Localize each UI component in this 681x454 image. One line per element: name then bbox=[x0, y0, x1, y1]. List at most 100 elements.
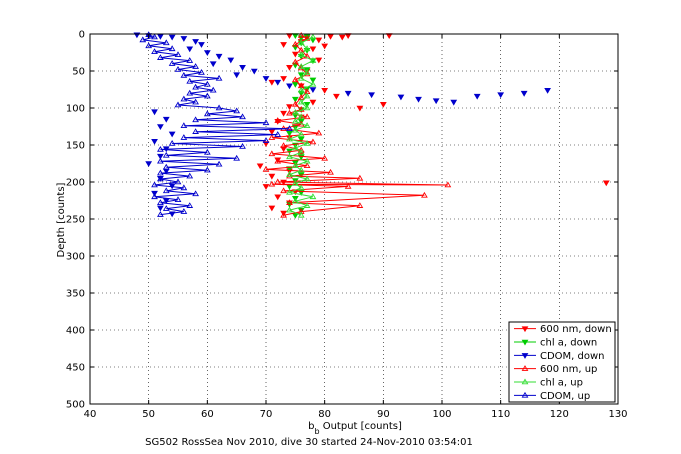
data-point bbox=[186, 46, 194, 53]
data-point bbox=[215, 160, 223, 167]
y-tick-label: 150 bbox=[66, 141, 85, 152]
data-point bbox=[297, 63, 305, 69]
data-point bbox=[297, 74, 305, 81]
data-point bbox=[303, 113, 311, 120]
data-point bbox=[291, 126, 299, 133]
y-tick-label: 250 bbox=[66, 215, 85, 226]
data-point bbox=[215, 53, 223, 60]
data-point bbox=[256, 163, 264, 170]
data-point bbox=[286, 109, 293, 116]
legend-entry: 600 nm, up bbox=[514, 364, 597, 375]
data-point bbox=[415, 96, 422, 103]
data-point bbox=[291, 213, 299, 219]
data-point bbox=[321, 43, 329, 50]
data-point bbox=[239, 65, 246, 71]
data-point bbox=[297, 105, 305, 112]
data-point bbox=[168, 45, 176, 52]
data-point bbox=[162, 205, 170, 211]
data-point bbox=[309, 87, 317, 93]
data-point bbox=[227, 57, 235, 64]
data-point bbox=[291, 58, 299, 65]
data-point bbox=[497, 92, 505, 99]
data-point bbox=[297, 131, 305, 137]
data-point bbox=[145, 161, 153, 167]
data-point bbox=[303, 157, 311, 164]
legend-swatch-marker bbox=[521, 339, 529, 346]
data-point bbox=[280, 142, 287, 149]
data-point bbox=[203, 148, 211, 155]
y-tick-label: 300 bbox=[66, 252, 85, 263]
x-tick-label: 70 bbox=[260, 409, 273, 420]
data-point bbox=[368, 92, 375, 99]
data-point bbox=[286, 172, 293, 179]
data-point bbox=[180, 134, 188, 140]
legend-entry: CDOM, up bbox=[514, 391, 590, 402]
data-point bbox=[192, 128, 199, 134]
data-point bbox=[268, 173, 276, 180]
data-point bbox=[297, 31, 305, 38]
data-point bbox=[274, 178, 282, 185]
series-layer bbox=[133, 31, 610, 219]
data-point bbox=[444, 181, 452, 188]
data-point bbox=[274, 117, 282, 123]
y-tick-label: 350 bbox=[66, 289, 85, 300]
data-point bbox=[174, 101, 182, 108]
x-axis-label: bb Output [counts] bbox=[308, 421, 402, 436]
data-point bbox=[303, 175, 311, 182]
data-point bbox=[280, 110, 287, 117]
data-point bbox=[180, 71, 188, 78]
data-point bbox=[168, 131, 176, 138]
data-point bbox=[297, 211, 305, 218]
legend: 600 nm, down chl a, down CDOM, down 600 nm,… bbox=[508, 321, 616, 403]
data-point bbox=[174, 178, 182, 185]
data-point bbox=[291, 100, 299, 107]
data-point bbox=[157, 175, 164, 182]
data-point bbox=[239, 113, 246, 120]
data-point bbox=[268, 134, 276, 140]
data-point bbox=[344, 182, 352, 189]
data-point bbox=[203, 50, 211, 56]
data-point bbox=[157, 124, 164, 130]
x-axis-label-rest: Output [counts] bbox=[320, 421, 402, 432]
data-point bbox=[186, 77, 194, 84]
data-point bbox=[356, 202, 364, 208]
data-point bbox=[286, 171, 293, 177]
data-point bbox=[268, 205, 276, 212]
data-point bbox=[262, 137, 270, 143]
data-point bbox=[338, 34, 346, 41]
data-point bbox=[262, 184, 270, 190]
data-point bbox=[291, 51, 299, 58]
data-point bbox=[286, 125, 293, 131]
data-point bbox=[180, 36, 188, 42]
data-point bbox=[262, 76, 270, 82]
data-point bbox=[174, 51, 182, 57]
y-tick-label: 400 bbox=[66, 326, 85, 337]
data-point bbox=[421, 191, 428, 198]
data-point bbox=[309, 46, 317, 53]
data-point bbox=[286, 153, 293, 160]
data-point bbox=[309, 33, 317, 40]
data-point bbox=[233, 154, 241, 161]
data-point bbox=[157, 157, 164, 164]
data-point bbox=[268, 150, 276, 157]
legend-label: chl a, up bbox=[540, 378, 583, 389]
data-point bbox=[303, 122, 311, 129]
data-point bbox=[174, 66, 182, 72]
data-point bbox=[151, 193, 158, 200]
data-point bbox=[198, 42, 205, 48]
data-point bbox=[297, 98, 305, 105]
data-point bbox=[544, 87, 551, 94]
data-point bbox=[280, 211, 287, 218]
data-point bbox=[321, 154, 329, 161]
x-tick-label: 110 bbox=[491, 409, 510, 420]
data-point bbox=[151, 181, 158, 188]
data-point bbox=[450, 99, 458, 106]
y-axis-label: Depth [counts] bbox=[56, 182, 67, 257]
data-point bbox=[291, 108, 299, 115]
data-point bbox=[297, 51, 305, 57]
data-point bbox=[157, 199, 164, 205]
data-point bbox=[291, 82, 299, 88]
data-point bbox=[162, 39, 170, 46]
data-point bbox=[303, 202, 311, 208]
data-point bbox=[291, 117, 299, 124]
